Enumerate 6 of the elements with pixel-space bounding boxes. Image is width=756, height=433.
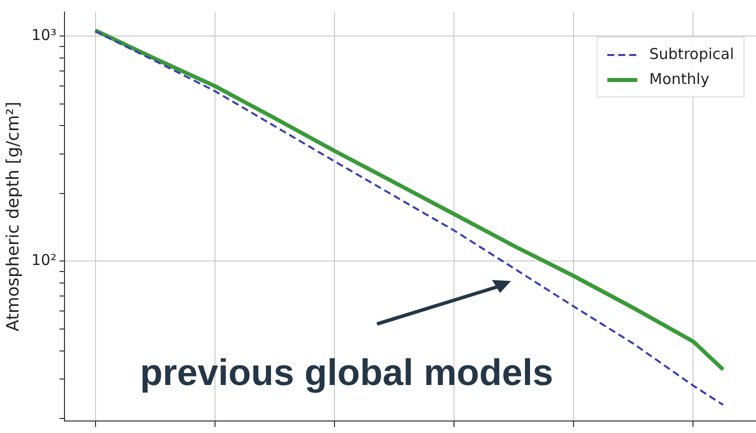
legend-label: Monthly [649,70,710,88]
y-tick-label: 10³ [31,26,56,44]
y-axis-title: Atmospheric depth [g/cm²] [4,102,24,332]
annotation: previous global models [140,352,554,394]
y-tick-label: 10² [31,251,56,270]
legend-label: Subtropical [649,44,734,63]
